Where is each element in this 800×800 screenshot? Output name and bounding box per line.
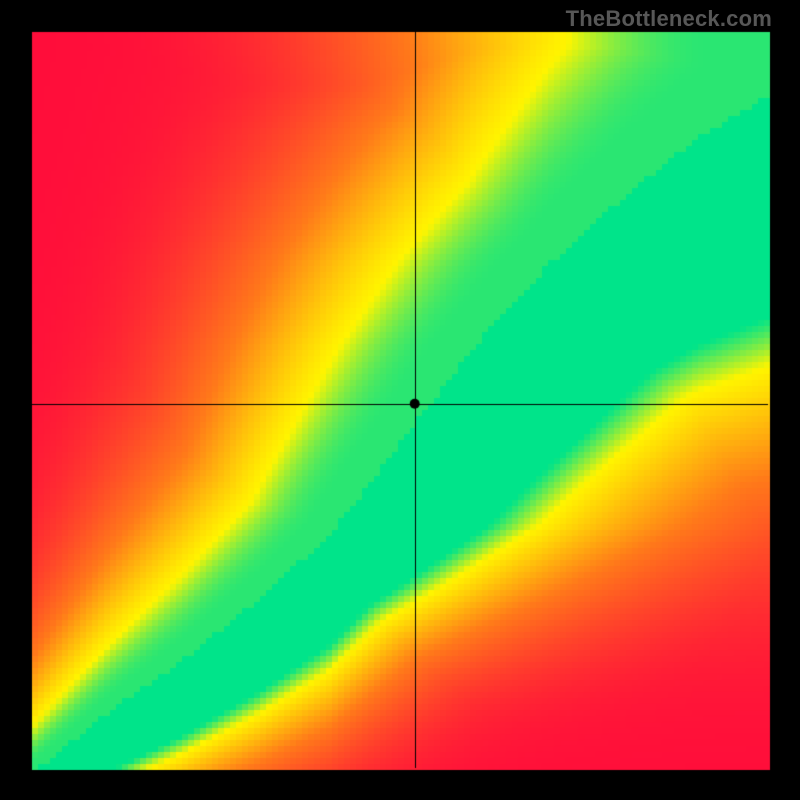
bottleneck-heatmap-canvas xyxy=(0,0,800,800)
chart-container: { "watermark": { "text": "TheBottleneck.… xyxy=(0,0,800,800)
watermark-text: TheBottleneck.com xyxy=(566,6,772,32)
